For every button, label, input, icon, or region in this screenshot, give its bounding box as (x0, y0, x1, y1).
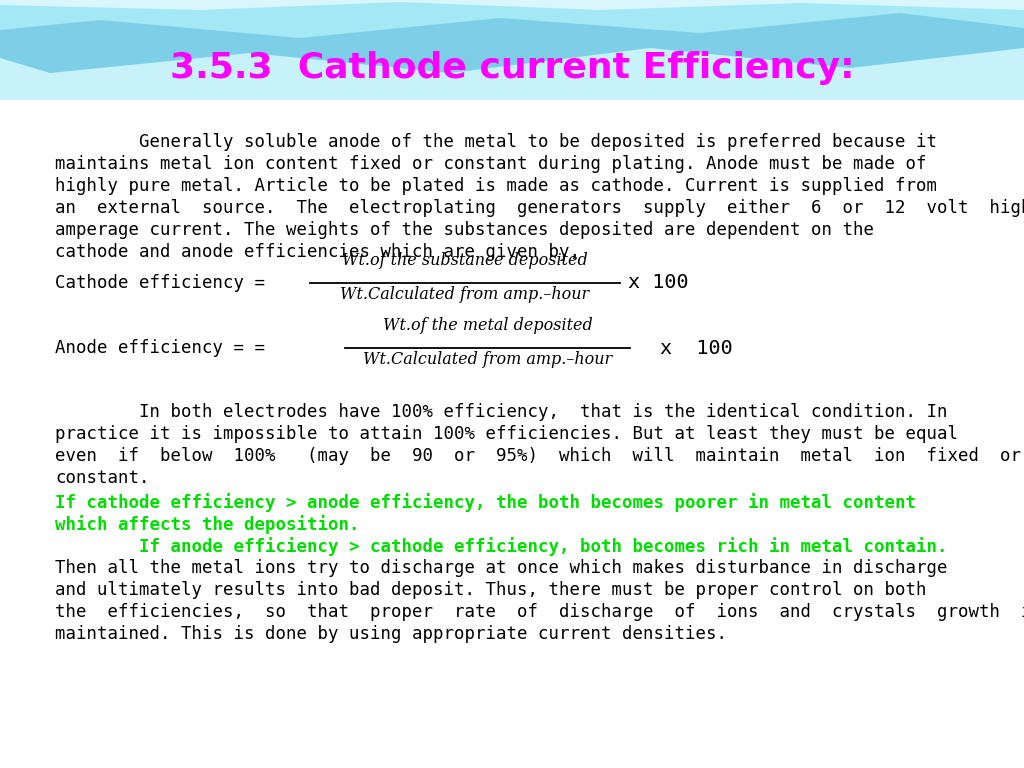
Text: Then all the metal ions try to discharge at once which makes disturbance in disc: Then all the metal ions try to discharge… (55, 559, 947, 577)
Text: Wt.of the metal deposited: Wt.of the metal deposited (383, 317, 592, 334)
Text: constant.: constant. (55, 469, 150, 487)
Text: Generally soluble anode of the metal to be deposited is preferred because it: Generally soluble anode of the metal to … (55, 133, 937, 151)
Text: cathode and anode efficiencies which are given by,: cathode and anode efficiencies which are… (55, 243, 580, 261)
Text: In both electrodes have 100% efficiency,  that is the identical condition. In: In both electrodes have 100% efficiency,… (55, 403, 947, 421)
Text: Wt.Calculated from amp.–hour: Wt.Calculated from amp.–hour (362, 351, 612, 368)
Polygon shape (0, 0, 1024, 10)
Text: highly pure metal. Article to be plated is made as cathode. Current is supplied : highly pure metal. Article to be plated … (55, 177, 937, 195)
Text: Wt.of the substance deposited: Wt.of the substance deposited (342, 252, 588, 269)
Text: an  external  source.  The  electroplating  generators  supply  either  6  or  1: an external source. The electroplating g… (55, 199, 1024, 217)
Text: maintained. This is done by using appropriate current densities.: maintained. This is done by using approp… (55, 625, 727, 643)
Text: x  100: x 100 (660, 339, 733, 357)
FancyBboxPatch shape (0, 100, 1024, 768)
Text: and ultimately results into bad deposit. Thus, there must be proper control on b: and ultimately results into bad deposit.… (55, 581, 927, 599)
Text: maintains metal ion content fixed or constant during plating. Anode must be made: maintains metal ion content fixed or con… (55, 155, 927, 173)
Text: x 100: x 100 (628, 273, 688, 293)
Polygon shape (0, 0, 1024, 38)
Text: the  efficiencies,  so  that  proper  rate  of  discharge  of  ions  and  crysta: the efficiencies, so that proper rate of… (55, 603, 1024, 621)
Text: which affects the deposition.: which affects the deposition. (55, 515, 359, 534)
Text: If cathode efficiency > anode efficiency, the both becomes poorer in metal conte: If cathode efficiency > anode efficiency… (55, 493, 916, 512)
Text: 3.5.3  Cathode current Efficiency:: 3.5.3 Cathode current Efficiency: (170, 51, 854, 85)
FancyBboxPatch shape (0, 0, 1024, 145)
Text: even  if  below  100%   (may  be  90  or  95%)  which  will  maintain  metal  io: even if below 100% (may be 90 or 95%) wh… (55, 447, 1021, 465)
Polygon shape (0, 0, 1024, 73)
Text: Cathode efficiency =: Cathode efficiency = (55, 274, 275, 292)
Text: amperage current. The weights of the substances deposited are dependent on the: amperage current. The weights of the sub… (55, 221, 874, 239)
Text: If anode efficiency > cathode efficiency, both becomes rich in metal contain.: If anode efficiency > cathode efficiency… (55, 537, 947, 556)
Text: Wt.Calculated from amp.–hour: Wt.Calculated from amp.–hour (340, 286, 590, 303)
Text: practice it is impossible to attain 100% efficiencies. But at least they must be: practice it is impossible to attain 100%… (55, 425, 958, 443)
Text: Anode efficiency = =: Anode efficiency = = (55, 339, 286, 357)
